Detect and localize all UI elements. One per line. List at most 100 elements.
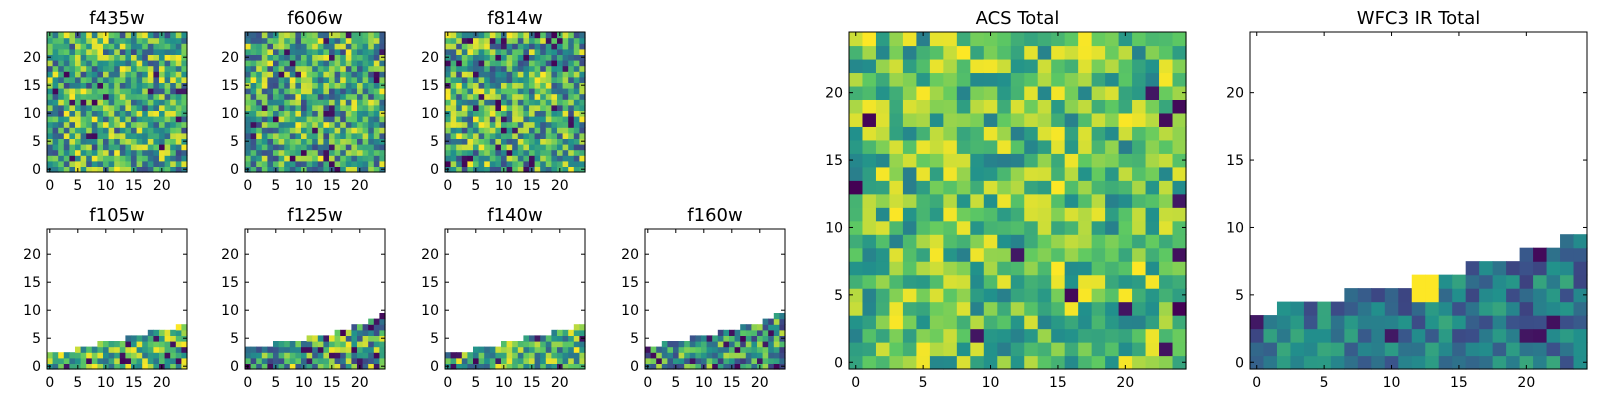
heatmap-cell <box>136 346 143 353</box>
x-tick-label: 0 <box>243 375 252 391</box>
heatmap-cell <box>368 127 375 134</box>
heatmap-cell <box>997 139 1012 154</box>
heatmap-cell <box>340 363 347 370</box>
heatmap-cell <box>751 352 758 359</box>
heatmap-cell <box>147 93 154 100</box>
heatmap-cell <box>751 341 758 348</box>
heatmap-cell <box>970 58 985 74</box>
heatmap-cell <box>159 110 166 117</box>
y-tick-label: 15 <box>825 153 843 169</box>
heatmap-cell <box>650 357 657 364</box>
heatmap-cell <box>757 346 764 353</box>
heatmap-cell <box>1172 180 1187 195</box>
heatmap-cell <box>373 65 380 72</box>
heatmap-cell <box>461 65 468 72</box>
heatmap-cells <box>1250 234 1588 370</box>
heatmap-cell <box>461 43 468 50</box>
heatmap-cell <box>568 166 575 173</box>
heatmap-cell <box>495 43 502 50</box>
heatmap-cell <box>86 43 93 50</box>
x-tick-label: 5 <box>919 375 928 391</box>
heatmap-cell <box>289 93 296 100</box>
heatmap-cell <box>97 104 104 111</box>
heatmap-cell <box>63 357 70 364</box>
heatmap-cell <box>170 32 177 39</box>
heatmap-cell <box>956 288 971 303</box>
heatmap-cell <box>373 144 380 151</box>
heatmap-cell <box>58 138 65 145</box>
heatmap-cell <box>284 82 291 89</box>
heatmap-cell <box>69 138 76 145</box>
heatmap-cell <box>929 301 944 316</box>
heatmap-cell <box>1064 126 1079 141</box>
heatmap-cell <box>357 121 364 128</box>
heatmap-cell <box>357 127 364 134</box>
heatmap-cell <box>69 104 76 111</box>
heatmap-cell <box>1132 180 1147 195</box>
heatmap-cell <box>357 54 364 61</box>
heatmap-cell <box>929 85 944 100</box>
heatmap-cell <box>1145 99 1160 114</box>
heatmap-cell <box>295 43 302 50</box>
heatmap-cell <box>379 313 386 320</box>
heatmap-cell <box>1078 58 1093 74</box>
heatmap-cell <box>1411 355 1426 370</box>
heatmap-cell <box>47 43 54 50</box>
heatmap-cell <box>517 93 524 100</box>
heatmap-cell <box>478 93 485 100</box>
heatmap-cell <box>512 48 519 55</box>
heatmap-cell <box>91 132 98 139</box>
heatmap-cell <box>47 132 54 139</box>
heatmap-cell <box>103 149 110 156</box>
heatmap-cell <box>175 60 182 67</box>
heatmap-cell <box>164 71 171 78</box>
heatmap-cell <box>114 149 121 156</box>
heatmap-cell <box>467 138 474 145</box>
heatmap-cell <box>1064 166 1079 181</box>
heatmap-cell <box>956 180 971 195</box>
heatmap-cell <box>489 104 496 111</box>
heatmap-cell <box>125 99 132 106</box>
heatmap-cell <box>103 160 110 167</box>
heatmap-cell <box>478 104 485 111</box>
heatmap-cell <box>540 160 547 167</box>
heatmap-cell <box>517 160 524 167</box>
heatmap-cell <box>329 144 336 151</box>
heatmap-cell <box>306 121 313 128</box>
heatmap-cell <box>667 346 674 353</box>
heatmap-cell <box>75 93 82 100</box>
y-tick-label: 20 <box>23 50 41 66</box>
heatmap-cell <box>312 43 319 50</box>
heatmap-cell <box>170 65 177 72</box>
x-tick-label: 20 <box>1116 375 1134 391</box>
heatmap-cell <box>75 65 82 72</box>
heatmap-cell <box>175 166 182 173</box>
heatmap-cell <box>47 121 54 128</box>
heatmap-cell <box>256 99 263 106</box>
heatmap-cell <box>495 357 502 364</box>
heatmap-cell <box>545 82 552 89</box>
heatmap-cell <box>568 155 575 162</box>
heatmap-cell <box>75 48 82 55</box>
heatmap-cell <box>1438 315 1453 330</box>
heatmap-cell <box>119 99 126 106</box>
heatmap-cell <box>450 32 457 39</box>
heatmap-cell <box>142 76 149 83</box>
heatmap-cell <box>512 166 519 173</box>
heatmap-cell <box>1479 328 1494 343</box>
heatmap-cell <box>916 180 931 195</box>
heatmap-cell <box>768 329 775 336</box>
heatmap-cell <box>545 357 552 364</box>
heatmap-cell <box>362 329 369 336</box>
heatmap-cell <box>256 71 263 78</box>
heatmap-cell <box>97 43 104 50</box>
heatmap-cell <box>136 93 143 100</box>
y-tick-label: 20 <box>221 50 239 66</box>
heatmap-cell <box>461 93 468 100</box>
heatmap-cell <box>473 132 480 139</box>
heatmap-cell <box>551 54 558 61</box>
heatmap-cell <box>1132 139 1147 154</box>
heatmap-cell <box>1506 274 1521 289</box>
heatmap-cell <box>489 71 496 78</box>
heatmap-cell <box>147 341 154 348</box>
